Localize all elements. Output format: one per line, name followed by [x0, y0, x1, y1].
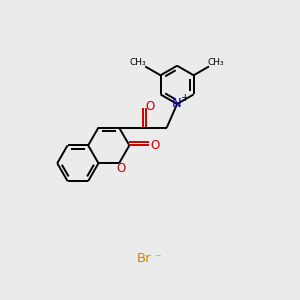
- Text: O: O: [116, 162, 125, 175]
- Text: CH₃: CH₃: [208, 58, 224, 67]
- Text: Br: Br: [137, 252, 152, 266]
- Text: O: O: [145, 100, 154, 113]
- Text: CH₃: CH₃: [130, 58, 146, 67]
- Text: O: O: [150, 139, 160, 152]
- Text: ⁻: ⁻: [154, 252, 161, 266]
- Text: N: N: [172, 98, 182, 110]
- Text: +: +: [181, 92, 190, 103]
